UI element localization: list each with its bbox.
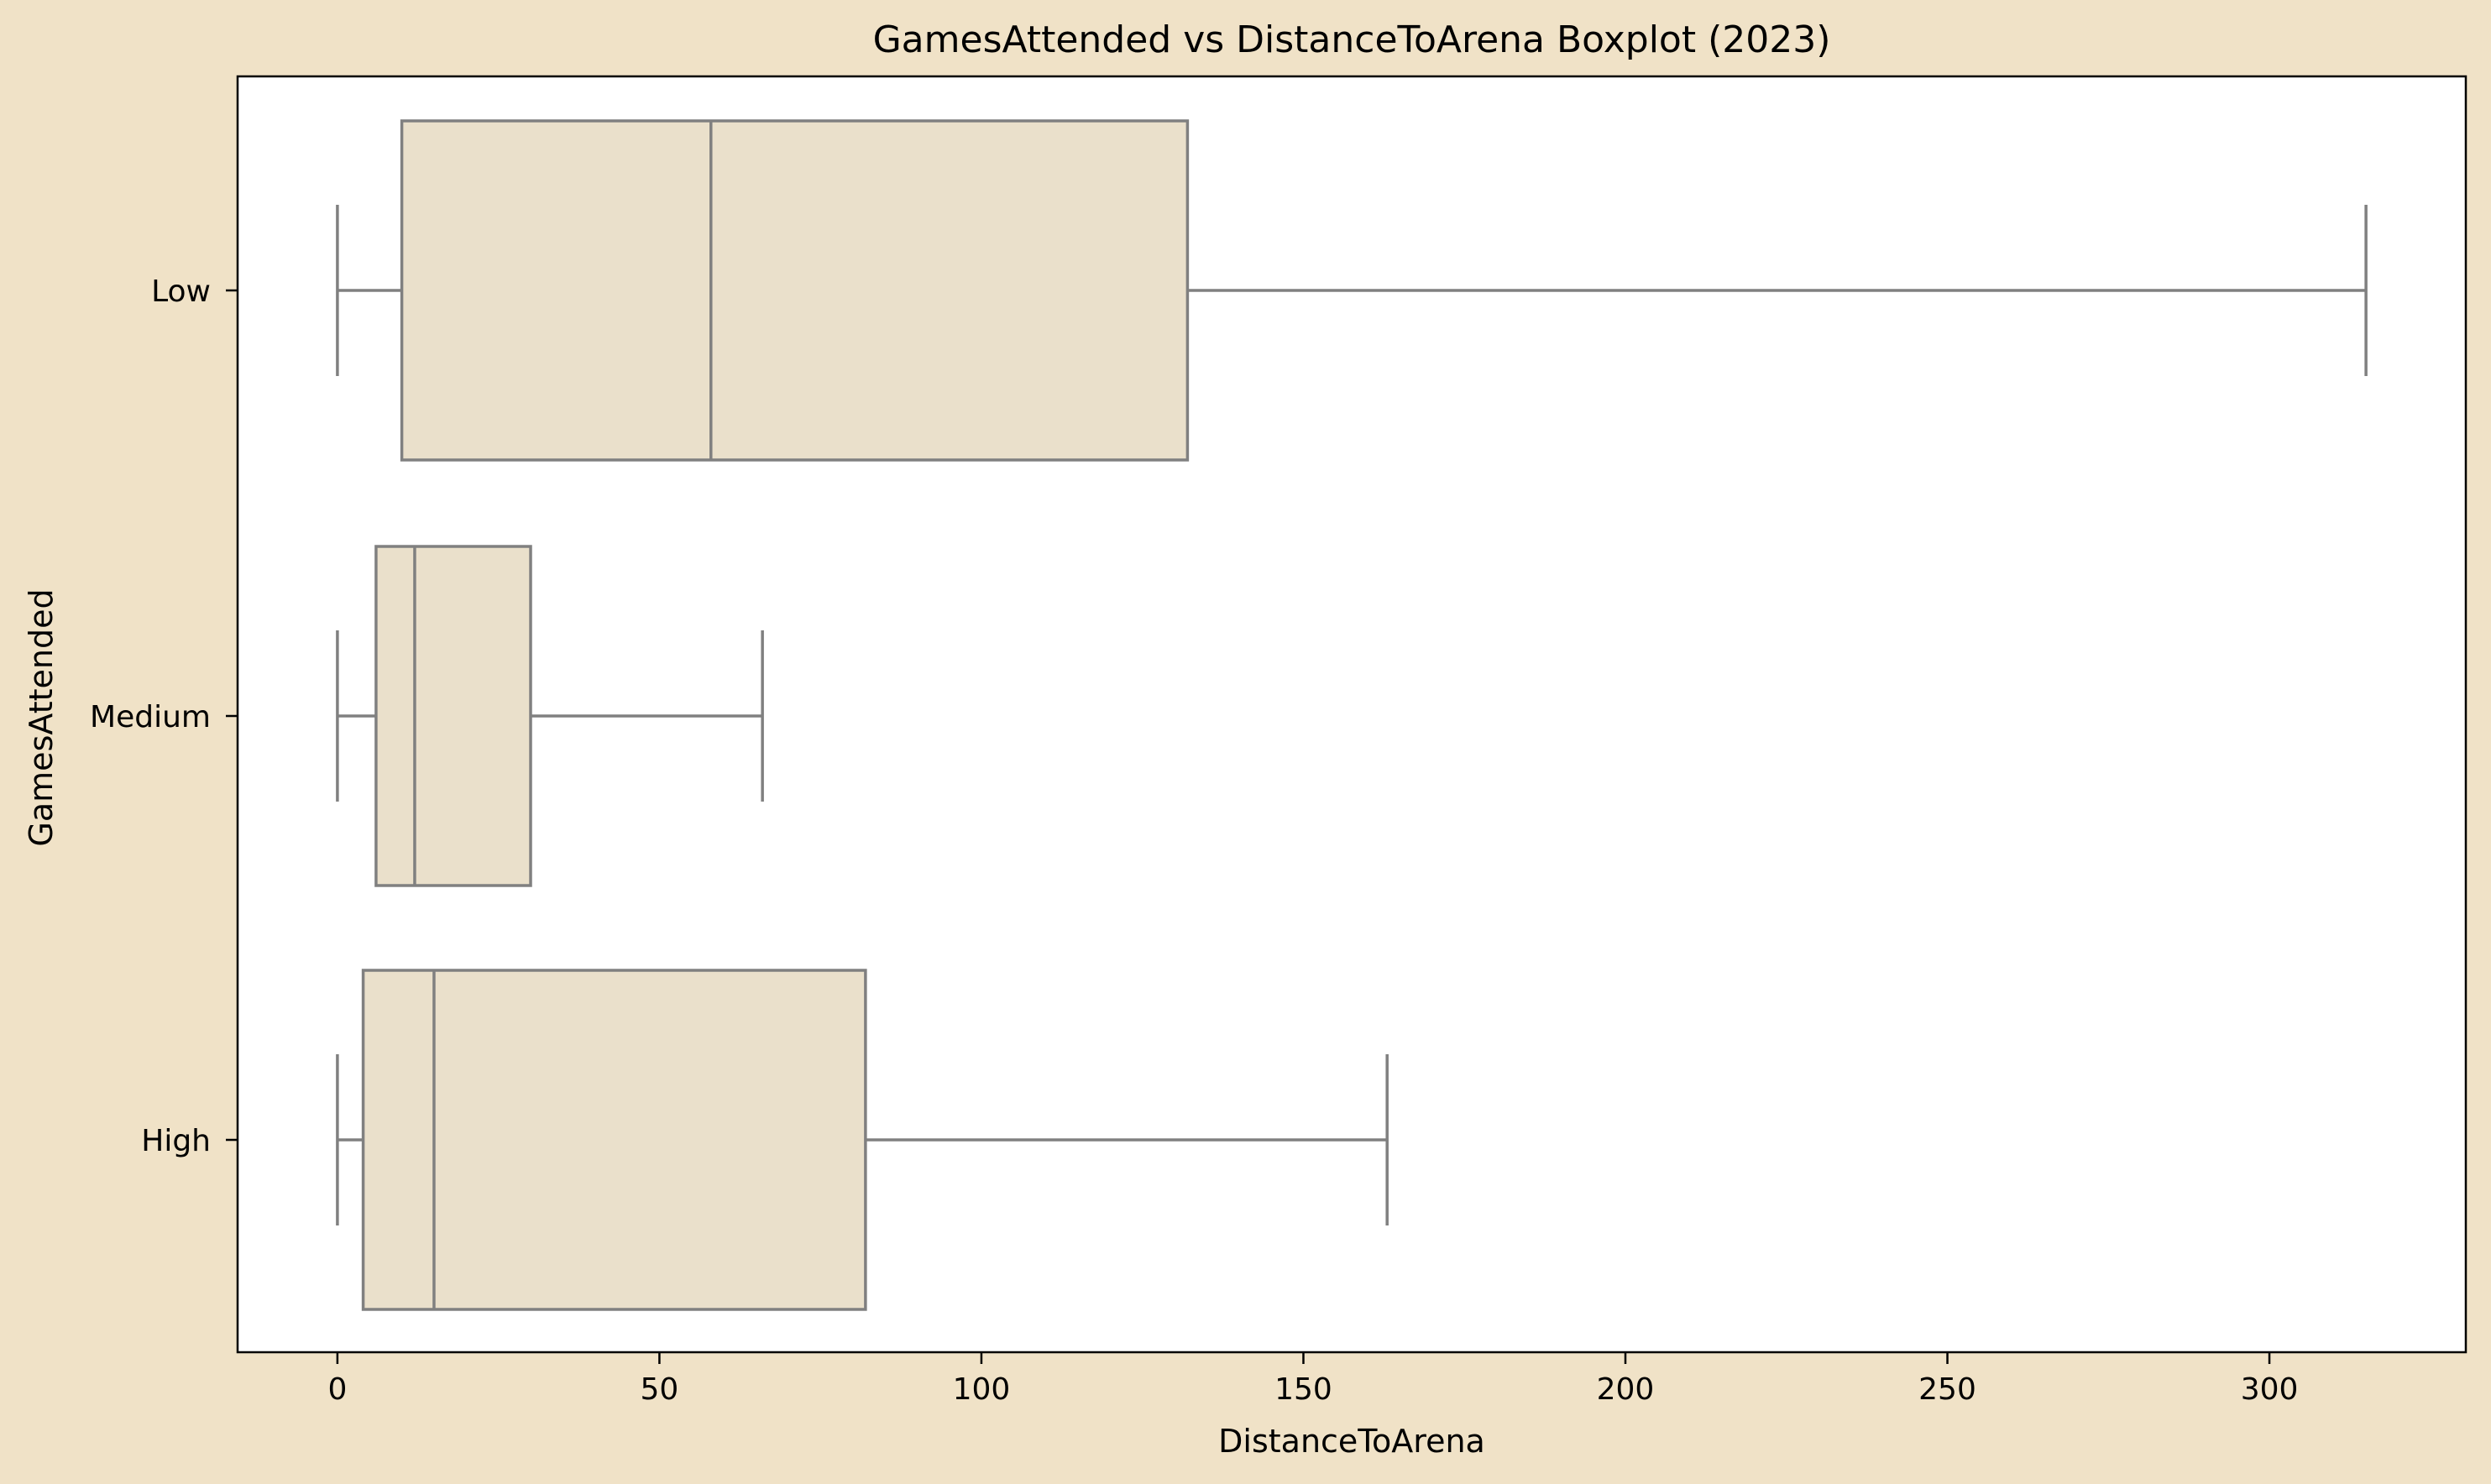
x-tick-label: 100 xyxy=(953,1372,1011,1407)
y-axis-label: GamesAttended xyxy=(23,588,60,846)
iqr-box xyxy=(400,119,1190,462)
x-axis-label: DistanceToArena xyxy=(1218,1423,1485,1460)
x-axis: 0 50 100 150 200 250 300 xyxy=(327,1352,2298,1407)
y-tick-label-high: High xyxy=(141,1124,211,1158)
x-tick-label: 0 xyxy=(327,1372,347,1407)
plot-frame xyxy=(236,75,2467,1354)
boxes-layer xyxy=(336,119,2368,1311)
box-group-medium xyxy=(336,545,764,887)
chart-title: GamesAttended vs DistanceToArena Boxplot… xyxy=(873,18,1831,61)
iqr-box xyxy=(361,969,867,1311)
x-tick-label: 150 xyxy=(1274,1372,1332,1407)
box-group-low xyxy=(336,119,2368,462)
x-tick-label: 300 xyxy=(2241,1372,2299,1407)
y-tick-label-medium: Medium xyxy=(90,700,211,734)
x-tick-label: 50 xyxy=(641,1372,679,1407)
x-tick-label: 250 xyxy=(1918,1372,1976,1407)
iqr-box xyxy=(374,545,532,887)
x-tick-label: 200 xyxy=(1597,1372,1655,1407)
y-tick-label-low: Low xyxy=(151,274,211,309)
y-axis: Low Medium High xyxy=(90,274,238,1158)
box-group-high xyxy=(336,969,1389,1311)
